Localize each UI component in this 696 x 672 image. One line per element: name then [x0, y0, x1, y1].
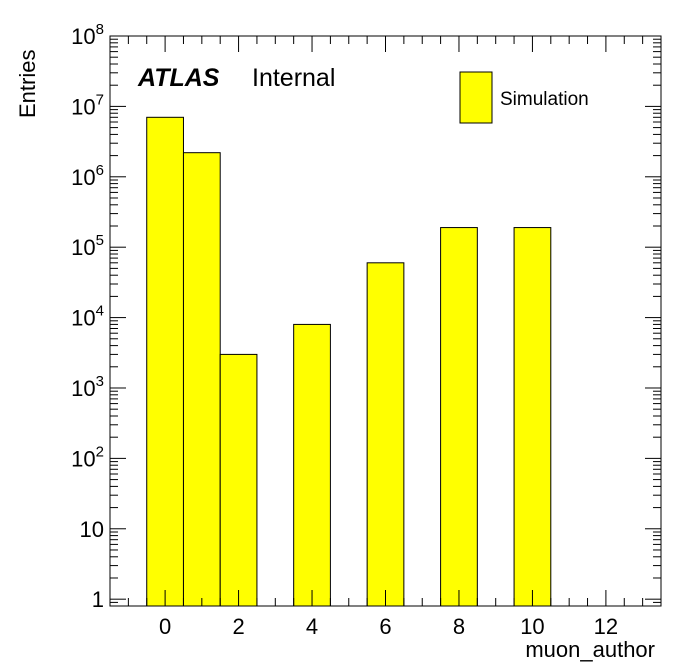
x-tick-label: 2: [232, 614, 244, 639]
x-tick-label: 8: [453, 614, 465, 639]
y-tick-label: 102: [71, 443, 104, 471]
x-tick-labels: 0 2 4 6 8 10 12: [159, 614, 618, 639]
histogram-bar-0: [146, 116, 184, 607]
x-tick-label: 10: [520, 614, 544, 639]
x-tick-label: 12: [594, 614, 618, 639]
legend-swatch: [459, 71, 493, 124]
histogram-bars: [146, 116, 552, 607]
y-tick-label: 10: [80, 517, 104, 542]
y-tick-label: 108: [71, 21, 104, 49]
y-tick-label: 107: [71, 91, 104, 119]
histogram-bar-2: [219, 353, 258, 607]
y-axis-title: Entries: [15, 50, 40, 118]
y-tick-labels: 1 10 102 103 104 105 106 107 108: [71, 21, 104, 612]
y-tick-label: 106: [71, 162, 104, 190]
y-tick-label: 103: [71, 373, 104, 401]
axis-ticks: [110, 35, 661, 607]
y-tick-label: 104: [71, 303, 104, 331]
histogram-bar-8: [440, 227, 478, 607]
internal-label: Internal: [252, 64, 335, 92]
y-tick-label: 105: [71, 232, 104, 260]
x-tick-label: 0: [159, 614, 171, 639]
histogram-bar-1: [182, 152, 221, 607]
x-tick-label: 4: [306, 614, 318, 639]
histogram-bar-4: [293, 323, 331, 607]
x-tick-label: 6: [379, 614, 391, 639]
histogram-bar-10: [513, 227, 552, 607]
legend-label-simulation: Simulation: [500, 89, 589, 110]
x-axis-title: muon_author: [525, 637, 655, 662]
histogram-bar-6: [366, 262, 405, 607]
atlas-label: ATLAS: [137, 64, 220, 92]
y-tick-label: 1: [92, 587, 104, 612]
